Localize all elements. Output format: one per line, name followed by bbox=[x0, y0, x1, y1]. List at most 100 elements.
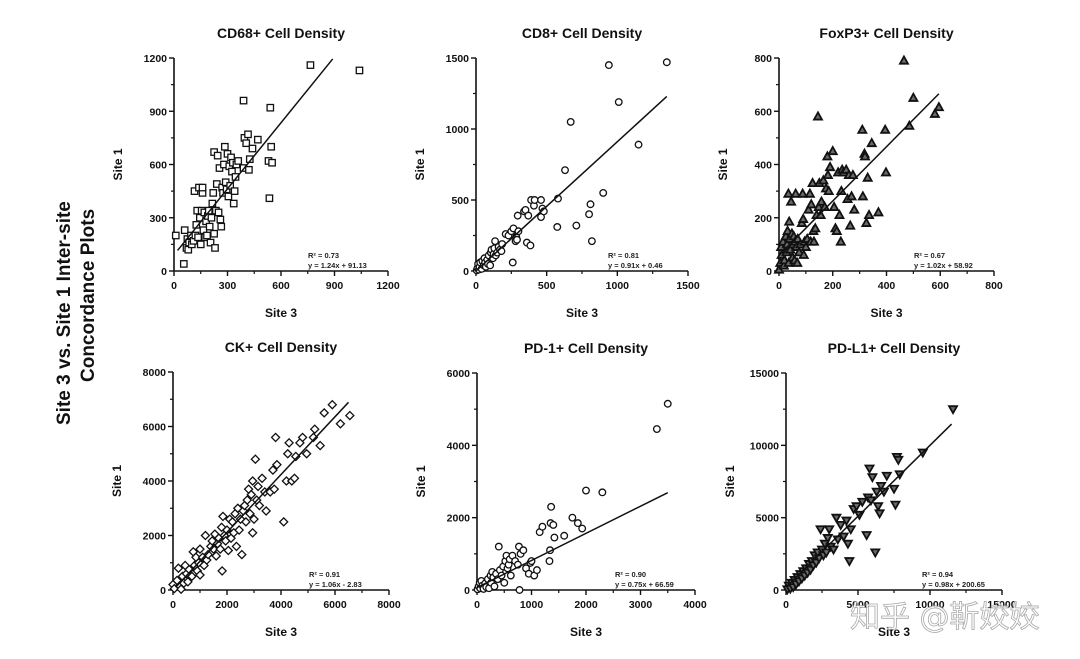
data-point-square bbox=[253, 135, 262, 144]
chart-title: PD-L1+ Cell Density bbox=[828, 340, 961, 356]
x-axis-label: Site 3 bbox=[265, 306, 297, 320]
data-point-diamond bbox=[247, 527, 258, 538]
data-point-diamond bbox=[297, 432, 308, 443]
regression-equation-label: y = 0.98x + 200.65 bbox=[922, 580, 985, 589]
data-point-diamond bbox=[242, 495, 253, 505]
y-tick-label: 4000 bbox=[143, 476, 167, 488]
data-point-circle bbox=[553, 223, 562, 231]
data-point-triangle bbox=[862, 171, 874, 182]
data-point-circle bbox=[585, 210, 594, 219]
data-point-triangle bbox=[857, 190, 869, 201]
data-point-diamond bbox=[217, 566, 228, 576]
data-point-square bbox=[211, 244, 219, 252]
data-point-triangle bbox=[859, 150, 871, 161]
y-tick-label: 0 bbox=[773, 585, 779, 597]
data-point-circle bbox=[604, 61, 613, 70]
data-point-diamond bbox=[254, 500, 265, 511]
data-point-diamond bbox=[327, 399, 338, 410]
y-tick-label: 800 bbox=[754, 53, 772, 65]
r-squared-label: R² = 0.67 bbox=[914, 251, 945, 260]
data-point-circle bbox=[572, 221, 581, 230]
r-squared-label: R² = 0.90 bbox=[615, 570, 646, 579]
data-point-circle bbox=[614, 98, 623, 106]
data-point-circle bbox=[573, 519, 582, 528]
panel-pd-1-cell-density: PD-1+ Cell Density 0 1000 2000 3000 4000 0 2000… bbox=[414, 340, 707, 639]
data-point-triangle bbox=[848, 203, 860, 214]
x-tick-label: 2000 bbox=[574, 599, 598, 611]
data-point-diamond bbox=[203, 549, 214, 560]
data-point-triangle-down bbox=[823, 525, 835, 536]
x-tick-label: 6000 bbox=[323, 599, 347, 611]
y-axis-label: Site 1 bbox=[414, 465, 428, 497]
data-point-triangle bbox=[817, 174, 829, 185]
data-point-diamond bbox=[344, 410, 355, 421]
data-point-diamond bbox=[208, 544, 219, 555]
data-point-triangle bbox=[907, 91, 919, 102]
data-point-triangle bbox=[797, 213, 809, 223]
data-point-circle bbox=[561, 166, 569, 175]
data-point-square bbox=[216, 215, 225, 224]
y-tick-label: 200 bbox=[754, 213, 772, 225]
data-point-diamond bbox=[195, 570, 205, 580]
panel-cd8-cell-density: CD8+ Cell Density 0 500 1000 1500 0 500 1000 150… bbox=[413, 25, 700, 320]
x-tick-label: 0 bbox=[473, 280, 479, 292]
regression-equation-label: y = 1.06x - 2.83 bbox=[309, 580, 362, 589]
data-point-square bbox=[234, 157, 243, 165]
figure-main-title: Site 3 vs. Site 1 Inter-site Concordance… bbox=[54, 201, 99, 425]
data-point-square bbox=[205, 222, 214, 231]
panel-pd-l1-cell-density: PD-L1+ Cell Density 0 5000 10000 15000 0 5000 1… bbox=[723, 340, 1017, 639]
x-tick-label: 200 bbox=[824, 280, 842, 292]
data-point-square bbox=[268, 158, 276, 167]
y-tick-label: 1000 bbox=[446, 124, 470, 136]
data-point-square bbox=[245, 165, 253, 174]
data-point-diamond bbox=[246, 489, 257, 500]
data-point-diamond bbox=[245, 508, 255, 519]
data-point-diamond bbox=[267, 465, 278, 476]
data-point-circle bbox=[578, 524, 587, 533]
data-point-triangle-down bbox=[892, 455, 904, 466]
data-point-circle bbox=[491, 237, 500, 246]
data-point-square bbox=[229, 199, 238, 208]
data-point-diamond bbox=[186, 571, 197, 582]
regression-line bbox=[476, 491, 669, 589]
data-point-triangle bbox=[844, 219, 856, 230]
data-point-triangle bbox=[835, 235, 847, 246]
main-title-line2: Concordance Plots bbox=[78, 209, 99, 382]
data-point-triangle bbox=[846, 190, 858, 201]
data-point-triangle bbox=[783, 215, 795, 226]
data-point-diamond bbox=[200, 530, 211, 541]
data-point-circle bbox=[500, 578, 509, 587]
data-point-square bbox=[214, 208, 223, 217]
data-point-triangle-down bbox=[840, 516, 853, 527]
panel-foxp3-cell-density: FoxP3+ Cell Density 0 200 400 600 800 0 200 400 6… bbox=[716, 25, 1003, 320]
watermark-text: 知乎 @靳姣姣 bbox=[850, 600, 1040, 635]
data-point-circle bbox=[550, 533, 559, 542]
data-point-square bbox=[231, 173, 240, 181]
data-point-square bbox=[248, 144, 257, 153]
data-point-triangle-down bbox=[866, 473, 878, 483]
data-point-triangle-down bbox=[872, 502, 884, 512]
y-tick-label: 600 bbox=[754, 106, 772, 118]
data-point-square bbox=[207, 213, 216, 222]
data-point-circle bbox=[547, 502, 556, 511]
data-point-circle bbox=[549, 520, 558, 529]
regression-line bbox=[785, 423, 953, 588]
data-point-triangle-down bbox=[842, 539, 854, 550]
y-tick-label: 1200 bbox=[144, 53, 168, 65]
data-point-diamond bbox=[195, 544, 205, 555]
regression-equation-label: y = 0.91x + 0.46 bbox=[608, 261, 663, 270]
x-tick-label: 2000 bbox=[215, 599, 239, 611]
data-point-circle bbox=[652, 425, 661, 434]
regression-line bbox=[175, 401, 350, 588]
data-point-square bbox=[239, 96, 248, 105]
chart-title: FoxP3+ Cell Density bbox=[819, 25, 953, 41]
y-tick-label: 900 bbox=[149, 106, 167, 118]
data-point-square bbox=[194, 233, 202, 242]
y-tick-label: 8000 bbox=[143, 367, 167, 379]
data-point-circle bbox=[560, 531, 569, 540]
x-tick-label: 0 bbox=[783, 599, 789, 611]
data-point-square bbox=[210, 229, 218, 238]
data-point-diamond bbox=[272, 459, 282, 470]
y-tick-label: 5000 bbox=[756, 513, 780, 525]
data-point-triangle-down bbox=[820, 548, 832, 559]
